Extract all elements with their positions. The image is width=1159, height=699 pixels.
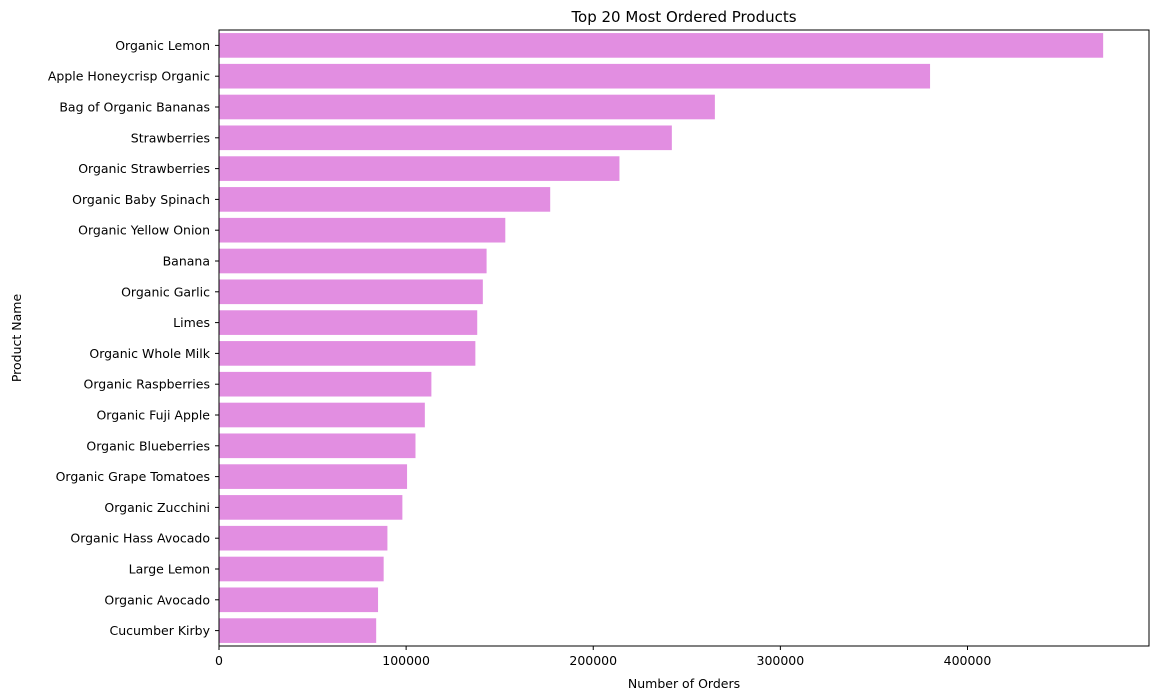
x-axis-label: Number of Orders (628, 676, 740, 691)
y-tick-label: Organic Raspberries (84, 377, 210, 392)
bar-5 (219, 187, 551, 212)
bar-9 (219, 310, 478, 335)
bar-11 (219, 371, 432, 397)
bar-0 (219, 33, 1104, 58)
y-axis-label: Product Name (9, 294, 24, 383)
bar-8 (219, 279, 483, 305)
y-tick-label: Large Lemon (129, 562, 210, 577)
plot-frame (218, 29, 1150, 647)
bar-7 (219, 248, 487, 274)
y-tick-label: Organic Blueberries (86, 438, 210, 453)
y-tick-label: Organic Hass Avocado (70, 531, 210, 546)
bar-4 (219, 156, 620, 181)
bar-10 (219, 341, 476, 366)
bars-layer (219, 33, 1104, 643)
y-tick-label: Organic Yellow Onion (78, 223, 210, 238)
bar-18 (219, 587, 379, 613)
y-axis-ticks: Organic Lemon Apple Honeycrisp Organic Bag… (48, 38, 219, 638)
bar-19 (219, 618, 377, 643)
bar-15 (219, 495, 403, 520)
y-tick-label: Banana (163, 254, 210, 269)
y-tick-label: Organic Strawberries (78, 161, 210, 176)
bar-1 (219, 63, 931, 89)
bar-12 (219, 402, 425, 428)
x-tick-label: 300000 (757, 653, 805, 668)
bar-3 (219, 125, 672, 151)
bar-16 (219, 525, 388, 551)
y-tick-label: Limes (173, 315, 210, 330)
y-tick-label: Organic Lemon (115, 38, 210, 53)
bar-14 (219, 464, 408, 489)
x-tick-label: 400000 (944, 653, 992, 668)
y-tick-label: Organic Garlic (121, 284, 210, 299)
x-tick-label: 0 (215, 653, 223, 668)
y-tick-label: Organic Baby Spinach (72, 192, 210, 207)
bar-17 (219, 556, 384, 582)
y-tick-label: Organic Grape Tomatoes (56, 469, 210, 484)
x-tick-label: 100000 (382, 653, 430, 668)
y-tick-label: Bag of Organic Bananas (59, 100, 210, 115)
y-tick-label: Strawberries (131, 130, 210, 145)
x-tick-label: 200000 (569, 653, 617, 668)
bar-2 (219, 94, 715, 120)
y-tick-label: Cucumber Kirby (109, 623, 210, 638)
y-tick-label: Apple Honeycrisp Organic (48, 69, 210, 84)
x-axis-ticks: 0 100000 200000 300000 400000 (215, 646, 991, 668)
y-tick-label: Organic Avocado (104, 592, 210, 607)
chart-title: Top 20 Most Ordered Products (570, 8, 796, 26)
bar-13 (219, 433, 416, 459)
y-tick-label: Organic Fuji Apple (96, 408, 210, 423)
y-tick-label: Organic Zucchini (104, 500, 210, 515)
y-tick-label: Organic Whole Milk (89, 346, 210, 361)
bar-6 (219, 217, 506, 243)
